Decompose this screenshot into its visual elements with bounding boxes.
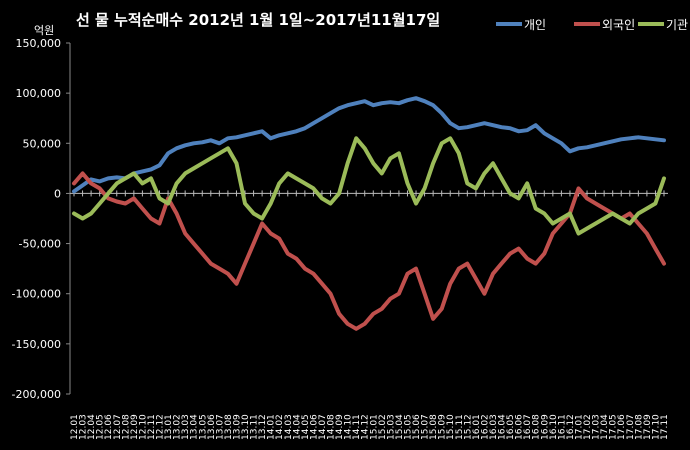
x-tick-label: 16.10 <box>549 414 559 440</box>
x-tick-label: 15.01 <box>369 414 379 440</box>
y-tick-label: 0 <box>54 187 61 200</box>
legend-label: 기관 <box>666 18 688 32</box>
legend-label: 개인 <box>524 18 546 32</box>
y-tick-label: -150,000 <box>12 338 61 351</box>
x-tick-label: 12.09 <box>130 414 140 440</box>
x-tick-label: 14.05 <box>301 414 311 440</box>
x-tick-label: 15.06 <box>412 414 422 440</box>
y-tick-label: -200,000 <box>12 388 61 401</box>
x-tick-label: 12.03 <box>79 414 89 440</box>
x-tick-label: 14.04 <box>292 414 302 440</box>
x-tick-label: 14.03 <box>284 414 294 440</box>
x-tick-label: 16.08 <box>532 414 542 440</box>
y-axis-unit-label: 억원 <box>34 24 54 37</box>
x-tick-label: 14.09 <box>335 414 345 440</box>
x-tick-label: 15.09 <box>438 414 448 440</box>
x-tick-label: 12.06 <box>104 414 114 440</box>
x-tick-label: 14.10 <box>344 414 354 440</box>
x-tick-label: 12.08 <box>121 414 131 440</box>
x-tick-label: 12.10 <box>138 414 148 440</box>
x-tick-label: 15.05 <box>403 414 413 440</box>
y-axis: 150,000 100,000 50,000 0 -50,000 -100,000 -150… <box>12 37 71 401</box>
x-tick-label: 13.04 <box>190 414 200 440</box>
y-tick-label: 150,000 <box>16 37 62 50</box>
chart-title: 선 물 누적순매수 2012년 1월 1일~2017년11월17일 <box>76 11 440 29</box>
series-line-외국인 <box>72 171 666 331</box>
x-tick-label: 13.03 <box>181 414 191 440</box>
x-tick-label: 14.08 <box>327 414 337 440</box>
legend-label: 외국인 <box>602 18 635 32</box>
x-tick-label: 15.04 <box>395 414 405 440</box>
plot-area <box>72 96 666 331</box>
x-tick-label: 13.01 <box>164 414 174 440</box>
legend: 개인 외국인 기관 <box>496 18 688 32</box>
x-tick-label: 13.02 <box>173 414 183 440</box>
y-tick-label: -100,000 <box>12 288 61 301</box>
x-tick-label: 17.01 <box>574 414 584 440</box>
x-tick-label: 16.09 <box>540 414 550 440</box>
x-tick-label: 13.05 <box>198 414 208 440</box>
x-tick-label: 16.01 <box>472 414 482 440</box>
series-line-기관 <box>72 136 666 236</box>
x-tick-label: 15.07 <box>421 414 431 440</box>
y-tick-label: 50,000 <box>23 137 62 150</box>
series-line-개인 <box>72 96 666 194</box>
x-axis: 12.0112.0312.0412.0512.0612.0712.0812.09… <box>70 190 670 440</box>
x-tick-label: 14.11 <box>352 414 362 440</box>
x-tick-label: 12.05 <box>96 414 106 440</box>
x-tick-label: 15.03 <box>386 414 396 440</box>
x-tick-label: 15.10 <box>446 414 456 440</box>
x-tick-label: 14.07 <box>318 414 328 440</box>
x-tick-label: 12.11 <box>147 414 157 440</box>
x-tick-label: 17.05 <box>609 414 619 440</box>
x-tick-label: 16.11 <box>557 414 567 440</box>
x-tick-label: 13.06 <box>207 414 217 440</box>
x-tick-label: 12.01 <box>70 414 80 440</box>
x-tick-label: 14.01 <box>267 414 277 440</box>
x-tick-label: 16.06 <box>515 414 525 440</box>
x-tick-label: 17.08 <box>634 414 644 440</box>
x-tick-label: 13.08 <box>224 414 234 440</box>
x-tick-label: 12.04 <box>87 414 97 440</box>
x-tick-label: 14.06 <box>309 414 319 440</box>
x-tick-label: 17.10 <box>651 414 661 440</box>
x-tick-label: 17.11 <box>660 414 670 440</box>
x-tick-label: 17.09 <box>643 414 653 440</box>
x-tick-label: 15.12 <box>463 414 473 440</box>
x-tick-label: 16.04 <box>498 414 508 440</box>
x-tick-label: 16.03 <box>489 414 499 440</box>
x-tick-label: 17.04 <box>600 414 610 440</box>
x-tick-label: 17.06 <box>617 414 627 440</box>
x-tick-label: 13.09 <box>232 414 242 440</box>
x-tick-label: 15.11 <box>455 414 465 440</box>
x-tick-label: 16.05 <box>506 414 516 440</box>
x-tick-label: 17.02 <box>583 414 593 440</box>
x-tick-label: 13.07 <box>215 414 225 440</box>
y-tick-label: -50,000 <box>19 238 61 251</box>
x-tick-label: 15.02 <box>378 414 388 440</box>
x-tick-label: 14.02 <box>275 414 285 440</box>
x-tick-label: 13.10 <box>241 414 251 440</box>
x-tick-label: 16.07 <box>523 414 533 440</box>
x-tick-label: 13.12 <box>258 414 268 440</box>
x-tick-label: 13.11 <box>250 414 260 440</box>
x-tick-label: 16.12 <box>566 414 576 440</box>
x-tick-label: 14.12 <box>361 414 371 440</box>
x-tick-label: 16.02 <box>480 414 490 440</box>
y-tick-label: 100,000 <box>16 87 62 100</box>
x-tick-label: 12.07 <box>113 414 123 440</box>
x-tick-label: 17.07 <box>626 414 636 440</box>
x-tick-label: 15.08 <box>429 414 439 440</box>
x-tick-label: 12.12 <box>156 414 166 440</box>
x-tick-label: 17.03 <box>592 414 602 440</box>
